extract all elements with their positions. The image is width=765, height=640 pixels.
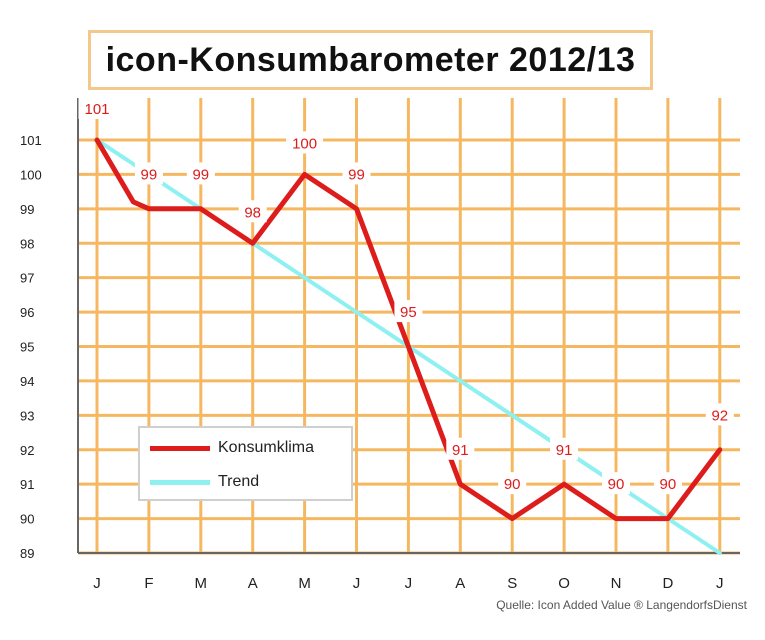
y-tick-label: 94 bbox=[20, 374, 34, 389]
data-label: 99 bbox=[141, 166, 158, 183]
x-tick-label: J bbox=[353, 575, 361, 592]
y-tick-label: 89 bbox=[20, 546, 34, 561]
y-tick-label: 101 bbox=[20, 133, 42, 148]
data-label-bg bbox=[78, 97, 116, 120]
y-tick-label: 100 bbox=[20, 167, 42, 182]
y-axis-ticks: 101 100 99 98 97 96 95 94 93 92 91 90 89 bbox=[20, 133, 42, 561]
data-label-bg bbox=[653, 472, 682, 495]
chart-title-box: icon-Konsumbarometer 2012/13 bbox=[88, 30, 653, 90]
x-tick-label: F bbox=[144, 575, 153, 592]
y-tick-label: 91 bbox=[20, 477, 34, 492]
source-note: Quelle: Icon Added Value ® LangendorfsDi… bbox=[496, 598, 747, 612]
x-tick-label: M bbox=[298, 575, 311, 592]
x-tick-label: N bbox=[611, 575, 622, 592]
y-tick-label: 98 bbox=[20, 236, 34, 251]
x-tick-label: M bbox=[195, 575, 208, 592]
data-label: 91 bbox=[452, 442, 469, 459]
y-tick-label: 96 bbox=[20, 305, 34, 320]
y-tick-label: 99 bbox=[20, 202, 34, 217]
data-label: 92 bbox=[711, 407, 728, 424]
legend-swatch-trend bbox=[150, 479, 210, 485]
data-label: 95 bbox=[400, 304, 417, 321]
data-label: 90 bbox=[660, 476, 677, 493]
data-label-bg bbox=[186, 162, 215, 185]
legend-label-trend: Trend bbox=[218, 473, 260, 490]
x-tick-label: J bbox=[93, 575, 101, 592]
x-tick-label: A bbox=[455, 575, 465, 592]
x-tick-label: O bbox=[558, 575, 570, 592]
y-tick-label: 90 bbox=[20, 512, 34, 527]
y-tick-label: 92 bbox=[20, 443, 34, 458]
data-label-bg bbox=[134, 162, 163, 185]
data-label: 90 bbox=[504, 476, 521, 493]
data-label-bg bbox=[286, 131, 324, 154]
data-label-bg bbox=[238, 200, 267, 223]
x-tick-label: A bbox=[248, 575, 258, 592]
data-label-bg bbox=[705, 403, 734, 426]
legend-label-konsumklima: Konsumklima bbox=[218, 439, 315, 456]
data-label-bg bbox=[394, 300, 423, 323]
y-tick-label: 95 bbox=[20, 340, 34, 355]
x-tick-label: S bbox=[507, 575, 517, 592]
axis-lines bbox=[77, 98, 740, 554]
legend: Konsumklima Trend bbox=[138, 426, 353, 501]
data-label-bg bbox=[498, 472, 527, 495]
y-tick-label: 97 bbox=[20, 271, 34, 286]
y-tick-label: 93 bbox=[20, 408, 34, 423]
x-tick-label: J bbox=[405, 575, 413, 592]
data-labels: 101 99 99 98 100 99 95 91 90 91 90 90 92 bbox=[78, 97, 734, 495]
data-label: 99 bbox=[348, 166, 365, 183]
legend-swatch-konsumklima bbox=[150, 445, 210, 451]
legend-item-trend: Trend bbox=[150, 472, 259, 492]
x-tick-label: J bbox=[716, 575, 724, 592]
data-label: 90 bbox=[608, 476, 625, 493]
x-tick-label: D bbox=[662, 575, 673, 592]
series-line-konsumklima bbox=[94, 137, 723, 522]
data-label-bg bbox=[342, 162, 371, 185]
data-label: 99 bbox=[192, 166, 209, 183]
chart-title: icon-Konsumbarometer 2012/13 bbox=[105, 40, 636, 79]
data-label-bg bbox=[602, 472, 630, 495]
data-label: 91 bbox=[556, 442, 573, 459]
data-label: 100 bbox=[292, 135, 317, 152]
data-label: 98 bbox=[244, 204, 261, 221]
data-label-bg bbox=[446, 437, 475, 460]
legend-item-konsumklima: Konsumklima bbox=[150, 438, 314, 458]
data-label-bg bbox=[550, 437, 579, 460]
data-label: 101 bbox=[84, 101, 109, 118]
